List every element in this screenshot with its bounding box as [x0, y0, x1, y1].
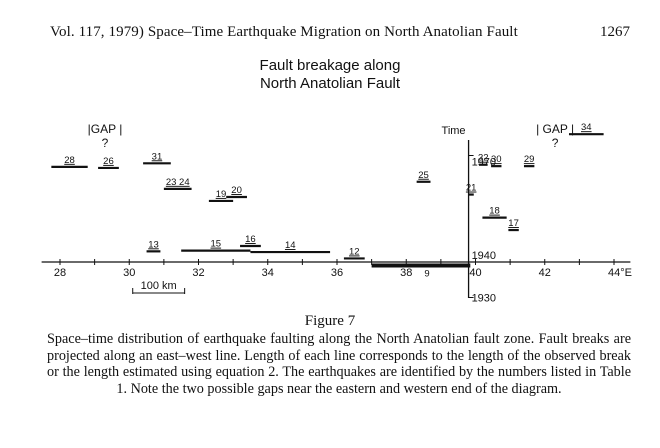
rupture-label-13: 13 [148, 239, 159, 250]
rupture-layer [51, 133, 604, 268]
page-header: Vol. 117, 1979) Space–Time Earthquake Mi… [50, 24, 630, 44]
time-tick-label: 1940 [472, 250, 496, 262]
rupture-label-25: 25 [418, 170, 429, 181]
rupture-label-9: 9 [424, 269, 429, 280]
x-tick-label: 34 [262, 267, 274, 279]
rupture-label-23-24: 23 24 [166, 177, 190, 188]
rupture-label-15: 15 [211, 239, 222, 250]
rupture-label-21: 21 [466, 183, 477, 194]
rupture-label-16: 16 [245, 234, 256, 245]
rupture-label-20: 20 [231, 185, 242, 196]
x-tick-label: 36 [331, 267, 343, 279]
x-tick-label: 38 [400, 267, 412, 279]
x-tick-label: 28 [54, 267, 66, 279]
x-tick-label: 42 [539, 267, 551, 279]
rupture-label-12: 12 [349, 246, 360, 257]
gap-label: | GAP | [536, 122, 574, 136]
rupture-label-18: 18 [489, 206, 500, 217]
rupture-label-26: 26 [103, 156, 114, 167]
rupture-label-32: 32 [478, 153, 489, 164]
time-axis-label: Time [442, 125, 466, 137]
rupture-label-31: 31 [152, 151, 163, 162]
time-tick-label: 1970 [472, 157, 496, 169]
x-tick-label: 44°E [608, 267, 632, 279]
scale-bar-label: 100 km [141, 280, 177, 292]
figure-label: Figure 7 [304, 313, 356, 329]
figure-title-line1: Fault breakage along [259, 57, 401, 74]
rupture-label-14: 14 [285, 240, 296, 251]
x-tick-label: 40 [469, 267, 481, 279]
figure-title: Fault breakage along North Anatolian Fau… [0, 57, 660, 93]
gap-question-mark: ? [102, 136, 109, 150]
rupture-label-17: 17 [508, 218, 519, 229]
gap-label: |GAP | [88, 122, 123, 136]
rupture-label-19: 19 [216, 189, 227, 200]
rupture-label-30: 30 [491, 154, 502, 165]
rupture-label-28: 28 [64, 155, 75, 166]
gap-question-mark: ? [552, 136, 559, 150]
page-number: 1267 [600, 24, 630, 40]
x-tick-label: 32 [192, 267, 204, 279]
figure-title-line2: North Anatolian Fault [259, 75, 401, 92]
running-head: Vol. 117, 1979) Space–Time Earthquake Mi… [50, 24, 518, 40]
time-tick-label: 1930 [472, 293, 496, 305]
x-tick-label: 30 [123, 267, 135, 279]
figure-caption: Space–time distribution of earthquake fa… [47, 331, 631, 397]
rupture-label-29: 29 [524, 154, 535, 165]
rupture-label-34: 34 [581, 122, 592, 133]
axis-layer: 28 30 32 34 36 38 40 42 44°ETime197019401930100 … [41, 125, 632, 305]
